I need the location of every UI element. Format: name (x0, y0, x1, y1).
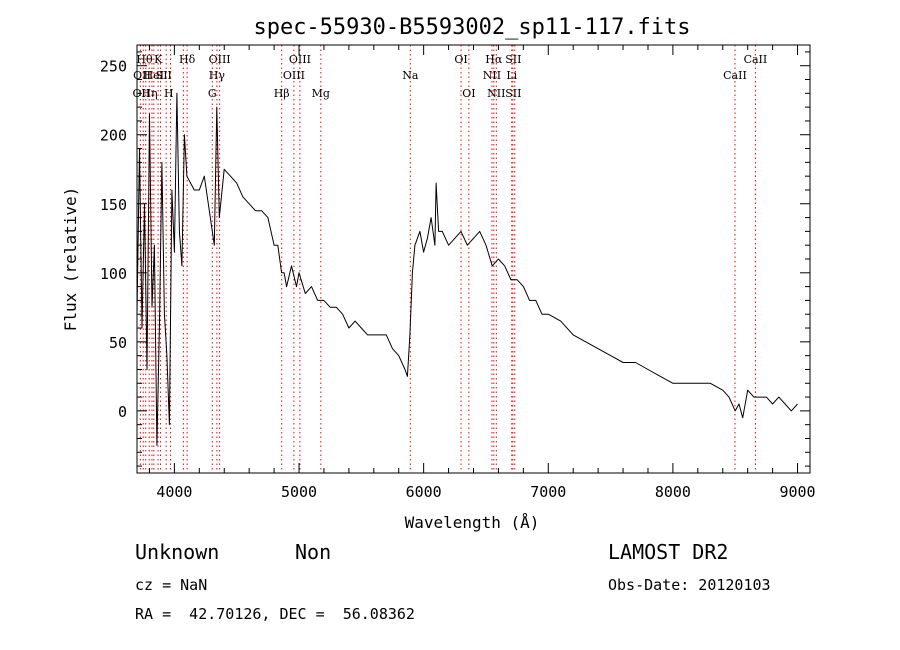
spectral-line-label: Hγ (209, 69, 226, 82)
spectral-line-label: Hδ (179, 53, 196, 66)
spectral-line-label: HeI (144, 69, 164, 82)
spectral-line-label: OII (133, 69, 151, 82)
spectrum-chart: spec-55930-B5593002_sp11-117.fits Hθ K Hδ O… (61, 15, 816, 532)
spectral-line-label: OIII (209, 53, 231, 66)
y-tick-label: 50 (109, 334, 127, 352)
spectral-line-label: SII (156, 69, 172, 82)
x-tick-label: 8000 (655, 483, 691, 501)
x-axis-label: Wavelength (Å) (405, 513, 540, 532)
survey-name: LAMOST DR2 (608, 540, 729, 564)
y-tick-label: 250 (100, 58, 127, 76)
spectral-line-label: NII (487, 87, 505, 100)
spectral-line-label: Hθ (136, 53, 153, 66)
y-axis-label: Flux (relative) (61, 187, 80, 332)
spectral-line-markers (139, 45, 756, 473)
y-axis: 0 50 100 150 200 250 (100, 51, 810, 467)
spectral-line-label: Li (506, 69, 517, 82)
x-axis: 4000 5000 6000 7000 8000 9000 (148, 45, 816, 501)
spectral-line-label: OIII (283, 69, 305, 82)
y-tick-label: 150 (100, 196, 127, 214)
spectral-line-label: CaII (744, 53, 768, 66)
spectral-line-label: G (208, 87, 217, 100)
flux-line (136, 92, 798, 446)
spectral-line-label: H (164, 87, 174, 100)
object-class: Unknown (135, 540, 220, 564)
y-tick-label: 0 (118, 403, 127, 421)
x-tick-label: 7000 (530, 483, 566, 501)
spectral-line-label: K (154, 53, 163, 66)
spectral-line-label: CaII (723, 69, 747, 82)
y-tick-label: 100 (100, 265, 127, 283)
x-tick-label: 5000 (281, 483, 317, 501)
spectral-line-label: NII (483, 69, 501, 82)
spectral-line-label: OIII (289, 53, 311, 66)
spectral-line-label: OI (462, 87, 475, 100)
x-tick-label: 9000 (779, 483, 815, 501)
y-tick-label: 200 (100, 127, 127, 145)
spectral-line-label: Hα (485, 53, 503, 66)
observation-date: Obs-Date: 20120103 (608, 576, 771, 594)
spectral-line-label: SII (505, 53, 521, 66)
spectral-line-label: Na (402, 69, 419, 82)
chart-title: spec-55930-B5593002_sp11-117.fits (253, 15, 690, 40)
spectral-line-label: Hβ (274, 87, 290, 100)
spectral-line-label: Hη (141, 87, 157, 100)
spectral-line-label: OI (454, 53, 467, 66)
object-subclass: Non (295, 540, 332, 564)
spectral-line-label: Mg (312, 87, 330, 100)
redshift-cz: cz = NaN (135, 576, 208, 594)
coordinates: RA = 42.70126, DEC = 56.08362 (135, 605, 415, 623)
x-tick-label: 6000 (406, 483, 442, 501)
plot-frame (136, 44, 811, 474)
x-tick-label: 4000 (156, 483, 192, 501)
spectral-line-label: SII (505, 87, 521, 100)
flux-series (136, 92, 798, 446)
